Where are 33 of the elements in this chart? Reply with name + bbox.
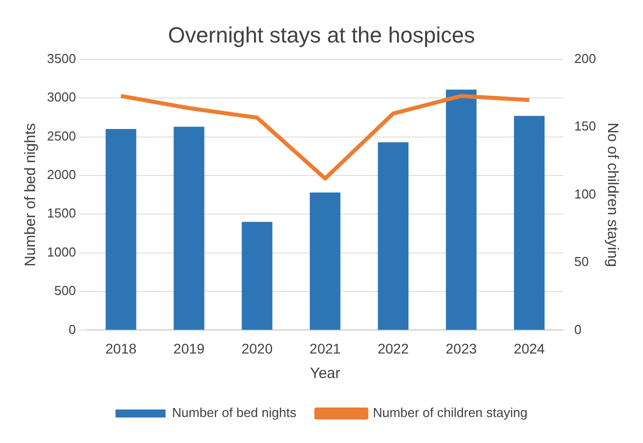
- legend-label: Number of children staying: [372, 405, 528, 420]
- bar: [310, 192, 340, 330]
- x-tick-label: 2021: [310, 340, 341, 356]
- x-axis-title: Year: [310, 365, 340, 382]
- bar: [446, 90, 477, 330]
- y-tick-label: 3000: [47, 90, 76, 105]
- y-tick-label: 1000: [47, 244, 76, 260]
- y2-axis-title: No of children staying: [604, 122, 621, 267]
- legend-label: Number of bed nights: [172, 405, 297, 420]
- x-tick-label: 2023: [446, 340, 478, 356]
- x-tick-label: 2018: [105, 340, 137, 356]
- y-tick-label: 3500: [47, 50, 76, 66]
- x-tick-label: 2020: [241, 340, 273, 356]
- bar: [242, 222, 272, 330]
- y-tick-label: 2500: [47, 128, 76, 144]
- y-axis-title: Number of bed nights: [22, 123, 40, 267]
- x-tick-label: 2024: [514, 340, 546, 356]
- y2-tick-label: 50: [574, 254, 589, 270]
- bar: [106, 129, 136, 330]
- y2-tick-label: 150: [574, 118, 596, 134]
- y-tick-label: 2000: [47, 167, 76, 182]
- y-tick-label: 500: [54, 283, 76, 298]
- y2-tick-label: 0: [574, 322, 582, 337]
- y-tick-label: 1500: [47, 206, 76, 221]
- chart-title: Overnight stays at the hospices: [168, 22, 475, 48]
- y-tick-label: 0: [68, 322, 76, 337]
- x-tick-label: 2022: [378, 340, 409, 356]
- bar: [514, 116, 545, 330]
- y2-tick-label: 200: [574, 50, 596, 66]
- bar: [378, 142, 408, 330]
- x-tick-label: 2019: [173, 340, 205, 356]
- y2-tick-label: 100: [574, 186, 596, 202]
- bar: [174, 126, 204, 330]
